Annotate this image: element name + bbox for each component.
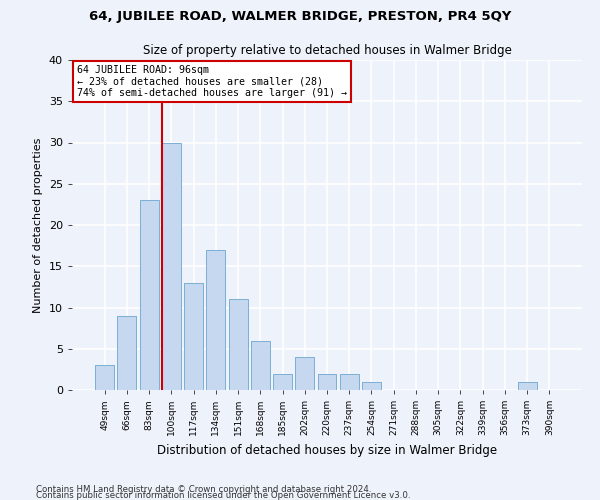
Text: Contains public sector information licensed under the Open Government Licence v3: Contains public sector information licen… [36, 490, 410, 500]
Bar [95, 365, 114, 390]
Bar [140, 200, 158, 390]
Text: Contains HM Land Registry data © Crown copyright and database right 2024.: Contains HM Land Registry data © Crown c… [36, 484, 371, 494]
Bar [118, 316, 136, 390]
Text: 64 JUBILEE ROAD: 96sqm
← 23% of detached houses are smaller (28)
74% of semi-det: 64 JUBILEE ROAD: 96sqm ← 23% of detached… [77, 65, 347, 98]
Bar [251, 340, 270, 390]
Bar [273, 374, 292, 390]
Bar [162, 142, 181, 390]
Bar [518, 382, 536, 390]
X-axis label: Distribution of detached houses by size in Walmer Bridge: Distribution of detached houses by size … [157, 444, 497, 456]
Text: 64, JUBILEE ROAD, WALMER BRIDGE, PRESTON, PR4 5QY: 64, JUBILEE ROAD, WALMER BRIDGE, PRESTON… [89, 10, 511, 23]
Bar [206, 250, 225, 390]
Bar [317, 374, 337, 390]
Bar [295, 357, 314, 390]
Bar [362, 382, 381, 390]
Title: Size of property relative to detached houses in Walmer Bridge: Size of property relative to detached ho… [143, 44, 511, 58]
Bar [184, 283, 203, 390]
Bar [229, 299, 248, 390]
Y-axis label: Number of detached properties: Number of detached properties [33, 138, 43, 312]
Bar [340, 374, 359, 390]
